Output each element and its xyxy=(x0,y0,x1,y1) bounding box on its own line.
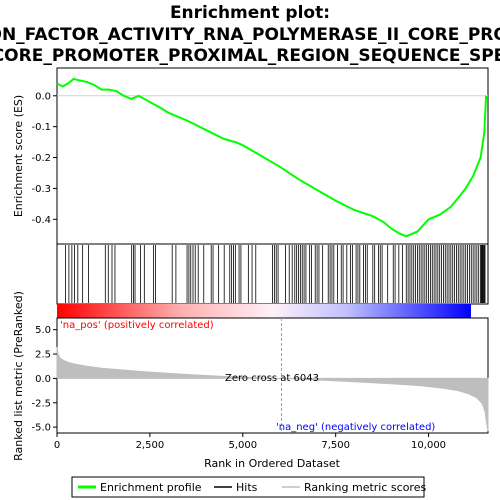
zero-cross-label: Zero cross at 6043 xyxy=(225,373,319,384)
es-layer xyxy=(56,77,488,238)
x-tick-label: 2,500 xyxy=(136,440,165,451)
legend-box xyxy=(71,476,425,498)
es-y-axis-label: Enrichment score (ES) xyxy=(12,95,25,217)
es-y-tick-label: -0.2 xyxy=(31,153,51,164)
es-y-tick-label: -0.3 xyxy=(31,184,51,195)
rank-color-bar xyxy=(57,304,471,318)
rank-y-axis-label: Ranked list metric (PreRanked) xyxy=(12,291,25,461)
legend-hits-label: Hits xyxy=(236,481,258,494)
legend-enrichment-label: Enrichment profile xyxy=(100,481,202,494)
pos-correlated-label: 'na_pos' (positively correlated) xyxy=(60,320,214,331)
x-tick-label: 0 xyxy=(54,440,60,451)
legend-ranking-label: Ranking metric scores xyxy=(304,481,426,494)
rank-y-tick-label: -2.5 xyxy=(31,398,51,409)
es-y-tick-label: -0.1 xyxy=(31,122,51,133)
rank-y-tick-label: -5.0 xyxy=(31,423,51,434)
neg-correlated-label: 'na_neg' (negatively correlated) xyxy=(276,422,435,433)
rank-y-tick-label: 0.0 xyxy=(35,374,51,385)
hits-layer xyxy=(65,245,486,303)
x-tick-label: 5,000 xyxy=(228,440,257,451)
enrichment-profile-line xyxy=(56,77,488,238)
legend: Enrichment profile Hits Ranking metric s… xyxy=(71,476,426,498)
x-tick-label: 7,500 xyxy=(321,440,350,451)
es-y-tick-label: 0.0 xyxy=(35,91,51,102)
axis-layer: 0.0 -0.1 -0.2 -0.3 -0.4 5.0 2.5 0.0 -2.5 -5.00 2,5… xyxy=(31,91,446,451)
rank-layer xyxy=(56,318,489,433)
rank-y-tick-label: 2.5 xyxy=(35,350,51,361)
plot-title: Enrichment plot: GO_TRANSCRIPTION_FACTOR… xyxy=(0,3,500,66)
es-y-tick-label: -0.4 xyxy=(31,215,51,226)
title-line-2: GO_TRANSCRIPTION_FACTOR_ACTIVITY_RNA_POL… xyxy=(0,25,500,45)
rank-y-tick-label: 5.0 xyxy=(35,325,51,336)
x-tick-label: 10,000 xyxy=(411,440,446,451)
title-line-3: GO_TRANSCRIPTION_FACTOR_ACTIVITY_RNA_POL… xyxy=(0,46,500,66)
x-axis-label: Rank in Ordered Dataset xyxy=(204,457,341,470)
title-line-1: Enrichment plot: xyxy=(170,3,330,23)
